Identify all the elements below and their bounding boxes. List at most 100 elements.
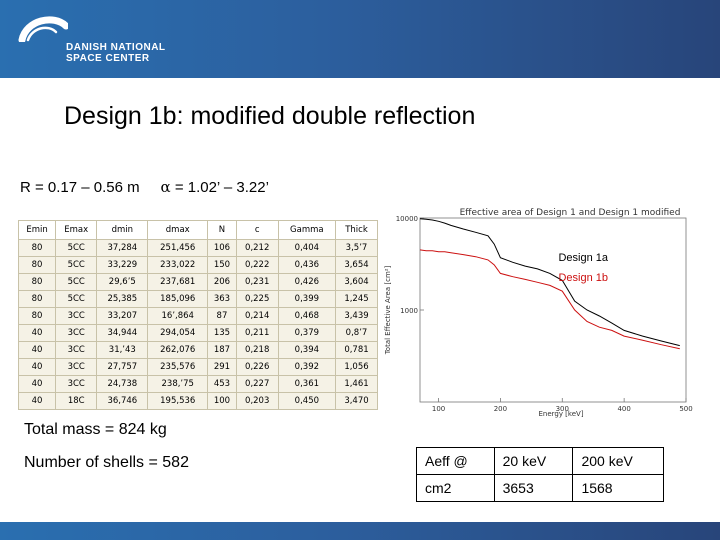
shell-table-cell: 40: [17, 341, 57, 359]
aeff-table-row: cm2 3653 1568: [416, 474, 664, 502]
shell-table-cell: 3,604: [334, 273, 379, 291]
x-tick-label: 200: [494, 405, 507, 413]
x-tick-label: 100: [432, 405, 445, 413]
shell-table-header-cell: Emin: [17, 220, 57, 240]
shell-table-cell: 87: [207, 307, 237, 325]
series-line-design-1a: [419, 218, 680, 347]
shell-table-cell: 5CC: [55, 256, 98, 274]
shell-table-cell: 0,218: [235, 341, 279, 359]
shell-table-cell: 363: [207, 290, 237, 308]
x-tick-label: 400: [617, 405, 630, 413]
shell-table-cell: 294,054: [147, 324, 209, 342]
shell-table-cell: 80: [17, 307, 57, 325]
x-axis-label: Energy [keV]: [538, 410, 583, 418]
shell-table-cell: 3CC: [55, 375, 98, 393]
shell-table-body: 80 5CC 37,284 251,456 106 0,212 0,404 3,5’7 80 5C…: [17, 239, 379, 410]
shell-table-cell: 238,’75: [147, 375, 209, 393]
shell-table-header-cell: c: [235, 220, 279, 240]
shell-table-cell: 237,681: [147, 273, 209, 291]
shell-table-cell: 0,211: [235, 324, 279, 342]
shell-table-cell: 3,439: [334, 307, 379, 325]
shell-table-header-cell: N: [207, 220, 237, 240]
shell-table-cell: 100: [207, 392, 237, 410]
aeff-table-cell: 1568: [572, 474, 664, 502]
y-axis-ticks: 1000 10000: [396, 215, 424, 315]
org-line-1: DANISH NATIONAL: [66, 42, 166, 53]
shell-table-cell: 291: [207, 358, 237, 376]
shell-table-cell: 0,361: [277, 375, 336, 393]
x-tick-label: 500: [679, 405, 692, 413]
series-line-design-1b: [419, 249, 680, 350]
effective-area-table-body: Aeff @20 keV 200 keV cm2 3653 1568: [416, 447, 664, 502]
shell-table-cell: 40: [17, 392, 57, 410]
shell-table-row: 40 3CC 27,757 235,576 291 0,226 0,392 1,056: [17, 358, 379, 376]
shell-table-row: 40 3CC 24,738 238,’75 453 0,227 0,361 1,461: [17, 375, 379, 393]
x-axis-ticks: 100 200 300 400 500: [432, 398, 693, 413]
shell-table-row: 80 5CC 37,284 251,456 106 0,212 0,404 3,5’7: [17, 239, 379, 257]
shell-table-cell: 5CC: [55, 273, 98, 291]
slide-title: Design 1b: modified double reflection: [64, 102, 476, 130]
shell-table-cell: 0,227: [235, 375, 279, 393]
shell-table-cell: 251,456: [147, 239, 209, 257]
shell-count: Number of shells = 582: [24, 454, 189, 471]
shell-table-cell: 106: [207, 239, 237, 257]
shell-table-cell: 37,284: [96, 239, 149, 257]
org-line-2: SPACE CENTER: [66, 53, 150, 64]
shell-table-cell: 33,207: [96, 307, 149, 325]
shell-table-cell: 29,6’5: [96, 273, 149, 291]
shell-table-cell: 0,781: [334, 341, 379, 359]
shell-table-cell: 206: [207, 273, 237, 291]
shell-table-row: 80 5CC 29,6’5 237,681 206 0,231 0,426 3,604: [17, 273, 379, 291]
shell-table-cell: 40: [17, 324, 57, 342]
shell-table-cell: 27,757: [96, 358, 149, 376]
footer-bar: [0, 522, 720, 540]
shell-table-cell: 0,394: [277, 341, 336, 359]
legend-label: Design 1b: [558, 272, 608, 284]
shell-table-cell: 3CC: [55, 307, 98, 325]
shell-table-cell: 0,203: [235, 392, 279, 410]
shell-table-cell: 187: [207, 341, 237, 359]
shell-table-header-cell: Emax: [55, 220, 98, 240]
shell-table-cell: 0,231: [235, 273, 279, 291]
chart-title: Effective area of Design 1 and Design 1 …: [460, 208, 681, 218]
parameters-line: R = 0.17 – 0.56 m α = 1.02’ – 3.22’: [20, 178, 269, 196]
shell-table-header-cell: Gamma: [277, 220, 336, 240]
shell-table-cell: 0,225: [235, 290, 279, 308]
shell-table-cell: 16’,864: [147, 307, 209, 325]
shell-table-cell: 3,654: [334, 256, 379, 274]
shell-table-cell: 0,379: [277, 324, 336, 342]
effective-area-table: Aeff @20 keV 200 keV cm2 3653 1568: [416, 447, 664, 502]
shell-table-row: 40 3CC 31,’43 262,076 187 0,218 0,394 0,781: [17, 341, 379, 359]
effective-area-chart: Effective area of Design 1 and Design 1 …: [384, 208, 693, 418]
shell-table-cell: 3CC: [55, 324, 98, 342]
shell-table-cell: 80: [17, 290, 57, 308]
shell-table-cell: 1,245: [334, 290, 379, 308]
chart-legend: Design 1a Design 1b: [558, 252, 608, 284]
shell-table-cell: 36,746: [96, 392, 149, 410]
legend-label: Design 1a: [558, 252, 608, 264]
shell-table-cell: 0,404: [277, 239, 336, 257]
shell-table-header-cell: dmax: [147, 220, 209, 240]
shell-table-cell: 235,576: [147, 358, 209, 376]
shell-table-cell: 0,450: [277, 392, 336, 410]
total-mass: Total mass = 824 kg: [24, 421, 167, 438]
header-banner: DANISH NATIONAL SPACE CENTER: [0, 0, 720, 78]
alpha-range: = 1.02’ – 3.22’: [174, 179, 269, 196]
shell-table-cell: 0,399: [277, 290, 336, 308]
shell-table-cell: 0,214: [235, 307, 279, 325]
radius-range: R = 0.17 – 0.56 m: [20, 179, 140, 196]
shell-table-cell: 233,022: [147, 256, 209, 274]
shell-table-cell: 1,461: [334, 375, 379, 393]
aeff-table-cell: 200 keV: [572, 447, 664, 475]
shell-table-cell: 0,436: [277, 256, 336, 274]
shell-table-cell: 3CC: [55, 341, 98, 359]
shell-table-cell: 0,212: [235, 239, 279, 257]
aeff-table-cell: cm2: [416, 474, 495, 502]
shell-table-cell: 0,426: [277, 273, 336, 291]
aeff-table-cell: Aeff @: [416, 447, 495, 475]
shell-table-cell: 25,385: [96, 290, 149, 308]
shell-table-header-cell: Thick: [334, 220, 379, 240]
shell-table-cell: 34,944: [96, 324, 149, 342]
shell-table-cell: 0,222: [235, 256, 279, 274]
aeff-table-cell: 3653: [493, 474, 574, 502]
